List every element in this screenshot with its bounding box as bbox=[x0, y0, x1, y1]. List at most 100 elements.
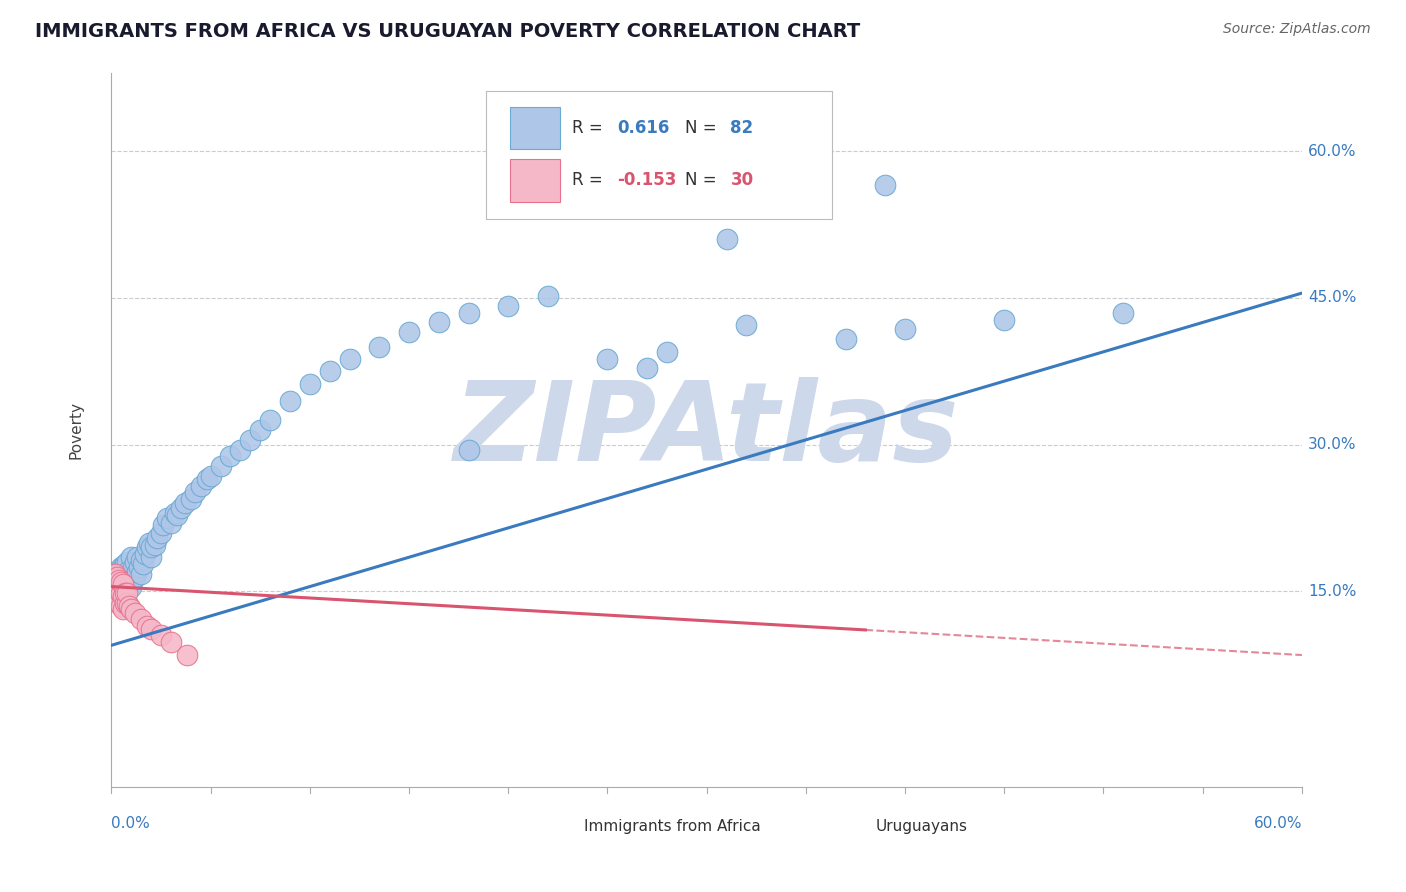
Point bbox=[496, 299, 519, 313]
Point bbox=[129, 566, 152, 581]
Point bbox=[110, 586, 132, 600]
Text: 15.0%: 15.0% bbox=[1308, 584, 1357, 599]
Point bbox=[110, 560, 132, 574]
Text: IMMIGRANTS FROM AFRICA VS URUGUAYAN POVERTY CORRELATION CHART: IMMIGRANTS FROM AFRICA VS URUGUAYAN POVE… bbox=[35, 22, 860, 41]
Point bbox=[104, 576, 127, 591]
Point bbox=[134, 547, 156, 561]
Point bbox=[103, 580, 125, 594]
Point bbox=[249, 423, 271, 437]
Point bbox=[124, 570, 146, 584]
Point bbox=[398, 325, 420, 339]
Point bbox=[117, 566, 139, 581]
Point bbox=[143, 537, 166, 551]
Point bbox=[114, 586, 136, 600]
Point bbox=[278, 393, 301, 408]
Point bbox=[156, 511, 179, 525]
Point bbox=[105, 594, 128, 608]
Text: Poverty: Poverty bbox=[69, 401, 83, 459]
FancyBboxPatch shape bbox=[510, 107, 560, 149]
Text: -0.153: -0.153 bbox=[617, 171, 676, 189]
Point bbox=[108, 570, 131, 584]
FancyBboxPatch shape bbox=[531, 815, 575, 838]
Text: Immigrants from Africa: Immigrants from Africa bbox=[583, 819, 761, 834]
Point bbox=[104, 590, 127, 604]
Point bbox=[120, 580, 142, 594]
Point bbox=[112, 560, 135, 574]
Point bbox=[200, 469, 222, 483]
FancyBboxPatch shape bbox=[510, 160, 560, 202]
Point bbox=[112, 590, 135, 604]
Point bbox=[120, 566, 142, 581]
Point bbox=[112, 602, 135, 616]
Point bbox=[104, 580, 127, 594]
Point bbox=[128, 560, 150, 574]
Point bbox=[735, 318, 758, 333]
Point bbox=[132, 557, 155, 571]
Text: 30.0%: 30.0% bbox=[1308, 437, 1357, 452]
Point bbox=[117, 580, 139, 594]
Point bbox=[118, 563, 141, 577]
Point bbox=[368, 340, 391, 354]
Point bbox=[114, 573, 136, 587]
Point bbox=[160, 635, 183, 649]
Point bbox=[110, 590, 132, 604]
Point bbox=[124, 555, 146, 569]
Point bbox=[1112, 306, 1135, 320]
Point bbox=[229, 442, 252, 457]
Point bbox=[176, 648, 198, 662]
Point bbox=[339, 351, 361, 366]
Point bbox=[114, 557, 136, 571]
Text: R =: R = bbox=[572, 120, 603, 137]
Text: Source: ZipAtlas.com: Source: ZipAtlas.com bbox=[1223, 22, 1371, 37]
Point bbox=[150, 525, 173, 540]
Point bbox=[136, 541, 159, 555]
Text: ZIPAtlas: ZIPAtlas bbox=[454, 376, 959, 483]
Point bbox=[834, 332, 856, 346]
Point bbox=[180, 491, 202, 506]
Text: Uruguayans: Uruguayans bbox=[876, 819, 967, 834]
Point bbox=[110, 599, 132, 614]
Point bbox=[993, 312, 1015, 326]
Text: 60.0%: 60.0% bbox=[1253, 815, 1302, 830]
FancyBboxPatch shape bbox=[486, 91, 832, 219]
Point bbox=[239, 433, 262, 447]
Point bbox=[537, 289, 560, 303]
Point bbox=[112, 584, 135, 599]
FancyBboxPatch shape bbox=[824, 815, 866, 838]
Point bbox=[655, 344, 678, 359]
Point bbox=[105, 565, 128, 579]
Point bbox=[127, 550, 149, 565]
Point bbox=[209, 459, 232, 474]
Text: 30: 30 bbox=[731, 171, 754, 189]
Point bbox=[129, 612, 152, 626]
Point bbox=[636, 361, 658, 376]
Point bbox=[124, 606, 146, 620]
Point bbox=[104, 565, 127, 579]
Point bbox=[457, 442, 479, 457]
Point bbox=[875, 178, 897, 193]
Text: 0.0%: 0.0% bbox=[111, 815, 150, 830]
Point bbox=[108, 573, 131, 587]
Text: N =: N = bbox=[685, 171, 717, 189]
Point bbox=[160, 516, 183, 530]
Point bbox=[219, 450, 242, 464]
Point bbox=[457, 306, 479, 320]
Point bbox=[427, 315, 450, 329]
Point bbox=[163, 506, 186, 520]
Point bbox=[318, 364, 340, 378]
Point bbox=[114, 586, 136, 600]
Point bbox=[894, 322, 917, 336]
Point bbox=[259, 413, 281, 427]
Point bbox=[118, 576, 141, 591]
Point bbox=[108, 596, 131, 610]
Point bbox=[122, 560, 145, 574]
Text: R =: R = bbox=[572, 171, 603, 189]
Point bbox=[129, 553, 152, 567]
Point bbox=[120, 550, 142, 565]
Point bbox=[112, 576, 135, 591]
Point bbox=[105, 590, 128, 604]
Point bbox=[108, 584, 131, 599]
Text: 45.0%: 45.0% bbox=[1308, 291, 1357, 305]
Point bbox=[139, 541, 162, 555]
Point bbox=[139, 550, 162, 565]
